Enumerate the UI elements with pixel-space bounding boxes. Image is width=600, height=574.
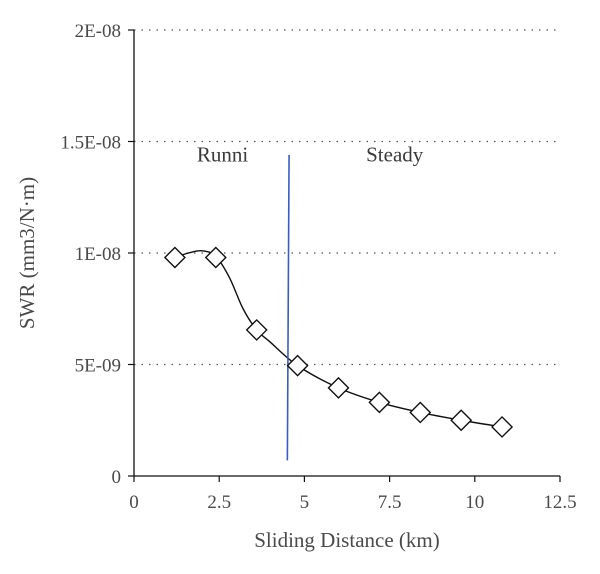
fit-curve [174, 249, 503, 428]
data-point-5 [368, 391, 391, 414]
data-point-7 [450, 409, 473, 432]
data-point-2 [245, 318, 268, 341]
axis-ticks: 0 2.5 5 7.5 10 12.5 0 5E-09 1E-08 1.5E-08 2E-08 [60, 21, 576, 513]
data-point-4 [327, 376, 350, 399]
y-tick-label-1: 5E-09 [75, 356, 121, 377]
annotations: Runni Steady [197, 143, 424, 167]
data-point-0 [163, 246, 186, 269]
y-tick-label-0: 0 [112, 467, 122, 488]
x-tick-label-3: 7.5 [378, 492, 402, 513]
x-tick-label-5: 12.5 [543, 492, 576, 513]
x-tick-label-2: 5 [300, 492, 310, 513]
x-tick-label-4: 10 [465, 492, 484, 513]
fit-curve-group [174, 249, 503, 428]
data-point-1 [204, 246, 227, 269]
x-tick-label-1: 2.5 [207, 492, 231, 513]
x-axis-title: Sliding Distance (km) [254, 528, 439, 552]
data-point-8 [491, 415, 514, 438]
y-tick-label-3: 1.5E-08 [60, 133, 121, 154]
y-tick-label-2: 1E-08 [75, 244, 121, 265]
regime-divider-line [286, 154, 290, 461]
plot-frame [133, 30, 560, 477]
y-tick-label-4: 2E-08 [75, 21, 121, 42]
gridlines [134, 29, 560, 366]
divider-group [286, 154, 290, 461]
annotation-0: Runni [197, 143, 249, 167]
data-point-3 [286, 354, 309, 377]
y-axis-title: SWR (mm3/N·m) [15, 177, 39, 329]
data-markers [163, 246, 514, 438]
data-point-6 [409, 401, 432, 424]
x-tick-label-0: 0 [129, 492, 139, 513]
annotation-1: Steady [366, 143, 424, 167]
